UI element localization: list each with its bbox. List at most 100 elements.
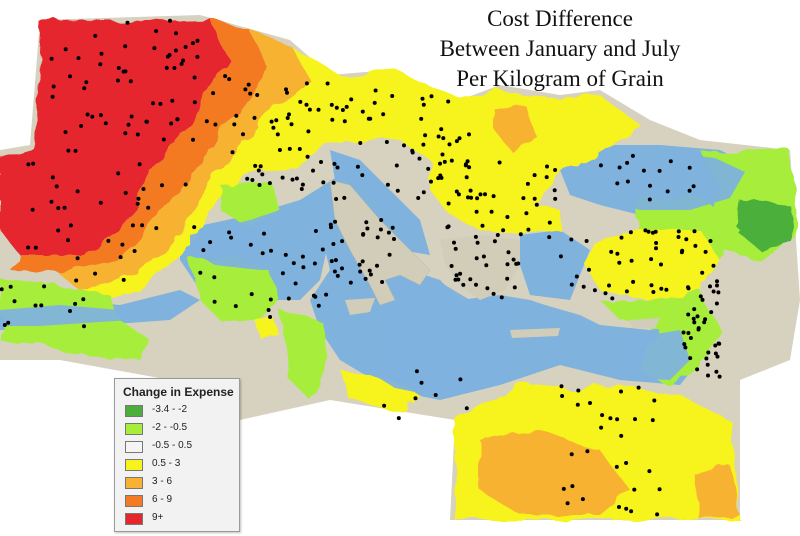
site-marker [584, 239, 589, 243]
site-marker [332, 269, 337, 274]
site-marker [299, 187, 304, 191]
site-marker [665, 189, 670, 194]
site-marker [547, 220, 552, 225]
site-marker [426, 166, 431, 171]
site-marker [464, 175, 469, 180]
site-marker [650, 418, 655, 423]
site-marker [387, 252, 392, 257]
site-marker [512, 285, 517, 290]
site-marker [505, 276, 510, 281]
site-marker [340, 239, 345, 244]
cost-zones [0, 18, 798, 520]
site-marker [249, 292, 254, 297]
site-marker [511, 257, 516, 262]
site-marker [212, 299, 217, 304]
site-marker [657, 168, 662, 173]
site-marker [241, 132, 245, 137]
site-marker [704, 356, 709, 361]
site-marker [505, 262, 510, 267]
site-marker [6, 320, 11, 325]
site-marker [680, 248, 685, 253]
site-marker [294, 176, 299, 181]
site-marker [454, 189, 459, 194]
site-marker [416, 196, 421, 200]
site-marker [600, 413, 605, 418]
site-marker [271, 125, 276, 130]
site-marker [683, 345, 688, 350]
site-marker [569, 452, 574, 457]
site-marker [615, 251, 620, 256]
site-marker [307, 107, 312, 112]
site-marker [277, 148, 282, 152]
site-marker [483, 192, 487, 197]
site-marker [419, 116, 424, 121]
site-marker [636, 385, 641, 390]
site-marker [243, 87, 248, 92]
site-marker [79, 124, 84, 128]
site-marker [439, 127, 444, 132]
site-marker [355, 164, 360, 169]
site-marker [395, 188, 400, 193]
site-marker [349, 97, 354, 102]
greece-landmass [440, 235, 520, 300]
site-marker [329, 259, 334, 264]
site-marker [0, 287, 4, 292]
site-marker [334, 105, 339, 110]
site-marker [421, 102, 426, 107]
site-marker [456, 192, 461, 197]
site-marker [378, 227, 383, 232]
site-marker [659, 262, 663, 267]
site-marker [700, 270, 705, 275]
site-marker [192, 75, 197, 80]
site-marker [195, 38, 200, 43]
site-marker [711, 289, 716, 294]
site-marker [461, 282, 466, 287]
site-marker [229, 235, 234, 240]
legend-swatch [125, 513, 143, 525]
site-marker [300, 182, 305, 187]
site-marker [93, 33, 98, 38]
legend-title: Change in Expense [123, 385, 234, 399]
site-marker [280, 175, 285, 180]
site-marker [421, 190, 426, 195]
site-marker [141, 187, 146, 191]
site-marker [717, 341, 722, 346]
site-marker [257, 183, 262, 187]
legend-swatch [125, 477, 143, 489]
site-markers [0, 18, 722, 517]
site-marker [31, 161, 36, 166]
site-marker [135, 201, 140, 206]
site-marker [262, 231, 266, 236]
site-marker [126, 122, 131, 127]
site-marker [641, 168, 646, 173]
site-marker [373, 88, 378, 93]
site-marker [298, 99, 303, 104]
site-marker [453, 246, 458, 251]
site-marker [361, 232, 366, 236]
site-marker [581, 284, 586, 289]
site-marker [617, 505, 621, 509]
site-marker [340, 108, 345, 112]
site-marker [647, 469, 652, 474]
site-marker [484, 263, 489, 268]
site-marker [301, 265, 306, 270]
site-marker [686, 331, 691, 335]
site-marker [423, 133, 428, 138]
site-marker [492, 239, 497, 244]
site-marker [129, 114, 134, 119]
site-marker [410, 150, 415, 155]
site-marker [524, 211, 529, 216]
site-marker [280, 271, 285, 276]
site-marker [491, 291, 496, 296]
site-marker [304, 102, 309, 107]
site-marker [146, 205, 151, 210]
site-marker [392, 237, 396, 241]
site-marker [358, 141, 363, 145]
site-marker [607, 283, 611, 288]
site-marker [587, 267, 591, 272]
site-marker [183, 45, 188, 49]
site-marker [575, 402, 580, 407]
site-marker [63, 130, 68, 135]
site-marker [706, 373, 710, 378]
site-marker [82, 86, 87, 91]
